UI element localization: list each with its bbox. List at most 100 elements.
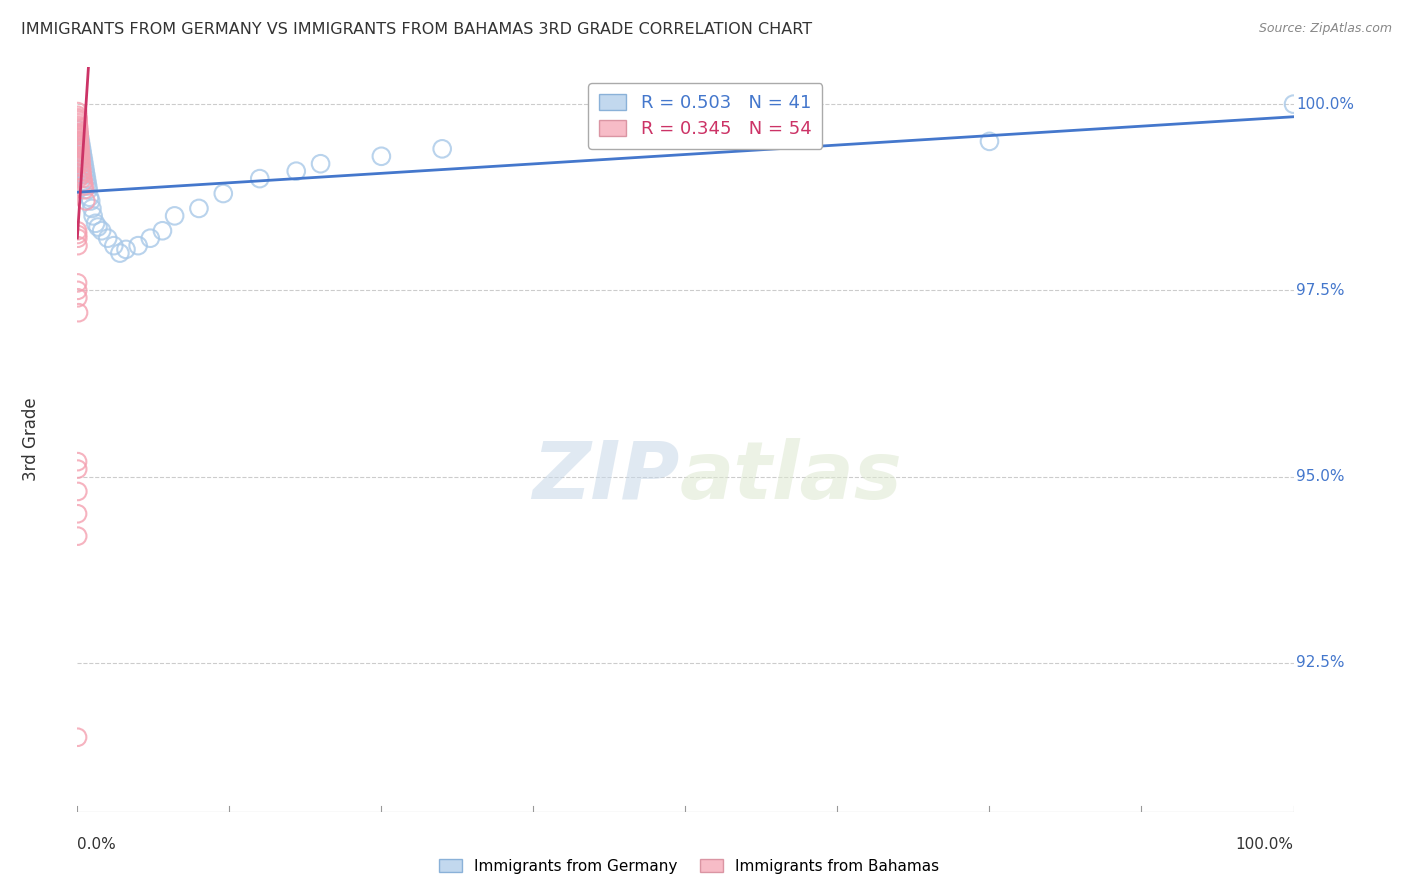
Point [67,120,90,134]
Point [67,171,90,186]
Point [97,231,120,245]
Point [139,231,162,245]
Point [163,209,186,223]
Point [66,108,89,122]
Point [212,186,235,201]
Point [370,149,392,163]
Point [66,112,89,126]
Point [70,142,93,156]
Point [66,104,89,119]
Point [70,138,93,153]
Point [69,142,91,156]
Point [152,224,174,238]
Point [66,238,89,252]
Text: 100.0%: 100.0% [1236,837,1294,852]
Point [69,145,91,160]
Point [66,145,89,160]
Point [73,179,96,194]
Legend: Immigrants from Germany, Immigrants from Bahamas: Immigrants from Germany, Immigrants from… [433,853,945,880]
Text: 3rd Grade: 3rd Grade [22,398,41,481]
Point [66,284,89,298]
Point [430,142,453,156]
Point [70,161,93,175]
Point [249,171,271,186]
Text: IMMIGRANTS FROM GERMANY VS IMMIGRANTS FROM BAHAMAS 3RD GRADE CORRELATION CHART: IMMIGRANTS FROM GERMANY VS IMMIGRANTS FR… [21,22,813,37]
Point [72,171,94,186]
Point [72,175,94,189]
Text: 0.0%: 0.0% [77,837,117,852]
Point [67,113,90,128]
Point [127,238,149,252]
Point [188,202,211,216]
Point [67,153,90,167]
Point [73,183,96,197]
Point [72,153,94,167]
Point [69,149,91,163]
Point [67,128,90,143]
Point [70,157,93,171]
Point [76,179,98,194]
Point [79,190,101,204]
Point [67,127,90,141]
Point [73,157,96,171]
Point [75,164,97,178]
Point [66,111,89,125]
Point [66,276,89,290]
Point [66,484,89,499]
Text: atlas: atlas [679,438,903,516]
Text: 92.5%: 92.5% [1296,656,1344,670]
Point [67,120,90,135]
Text: 95.0%: 95.0% [1296,469,1344,484]
Point [75,168,97,182]
Point [1282,97,1305,112]
Text: 97.5%: 97.5% [1296,283,1344,298]
Point [103,238,125,252]
Point [67,116,90,130]
Point [67,127,90,141]
Point [69,138,91,153]
Point [285,164,308,178]
Point [90,224,112,238]
Point [75,194,97,208]
Point [67,123,90,137]
Point [66,227,89,242]
Point [67,130,90,145]
Point [69,136,91,150]
Point [67,123,90,137]
Text: Source: ZipAtlas.com: Source: ZipAtlas.com [1258,22,1392,36]
Point [67,135,90,149]
Point [67,133,90,147]
Point [66,135,89,149]
Legend: R = 0.503   N = 41, R = 0.345   N = 54: R = 0.503 N = 41, R = 0.345 N = 54 [588,83,823,149]
Point [80,202,103,216]
Point [69,140,91,154]
Point [66,529,89,543]
Point [66,142,89,156]
Point [108,246,131,260]
Point [66,138,89,153]
Point [70,145,93,160]
Point [77,183,100,197]
Point [67,157,90,171]
Point [67,149,90,163]
Text: 100.0%: 100.0% [1296,96,1354,112]
Point [69,130,91,145]
Point [66,462,89,476]
Point [75,171,97,186]
Point [66,455,89,469]
Point [82,209,104,223]
Point [70,153,93,167]
Point [70,164,93,178]
Point [66,507,89,521]
Point [76,175,98,189]
Point [69,135,91,149]
Text: ZIP: ZIP [531,438,679,516]
Point [115,243,138,257]
Point [72,149,94,163]
Point [66,731,89,745]
Point [66,224,89,238]
Point [66,231,89,245]
Point [309,157,332,171]
Point [84,216,107,230]
Point [67,306,90,320]
